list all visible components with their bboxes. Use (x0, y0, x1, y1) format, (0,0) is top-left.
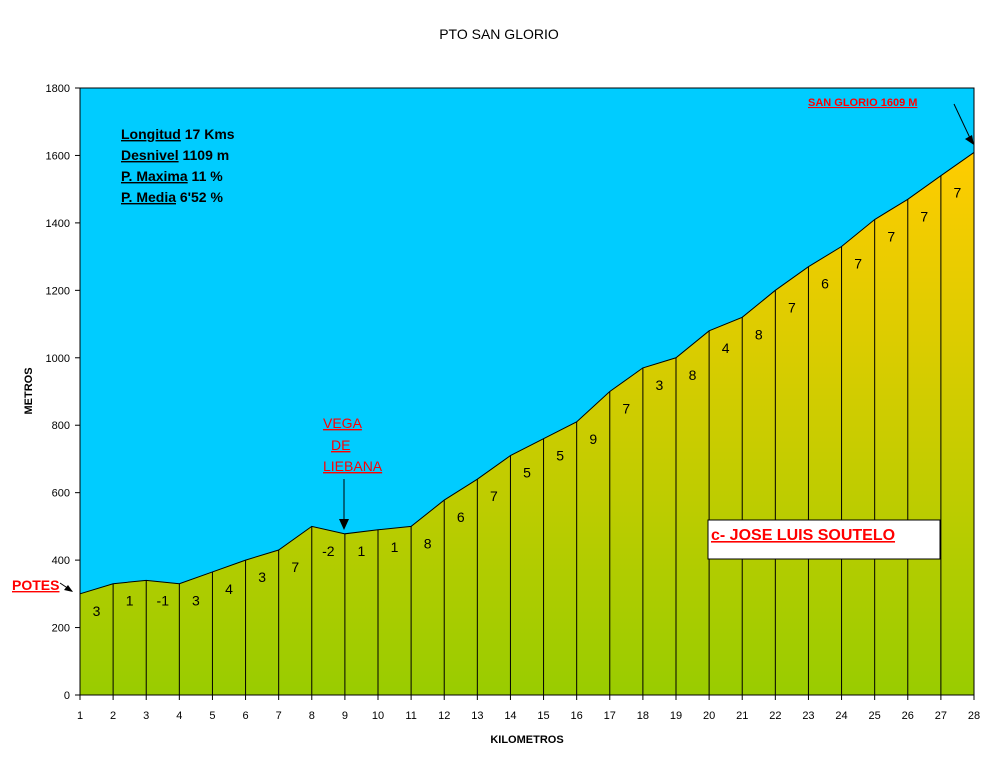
x-tick-label: 2 (110, 710, 116, 722)
segment-grade-label: 4 (225, 581, 233, 597)
segment-grade-label: 7 (954, 185, 962, 201)
y-tick-label: 0 (64, 690, 70, 702)
stat-value: 11 % (188, 168, 224, 184)
segment-grade-label: 8 (755, 326, 763, 342)
mid-arrow-head (339, 519, 349, 530)
y-tick-label: 1200 (46, 285, 70, 297)
segment-grade-label: 7 (291, 559, 299, 575)
x-tick-label: 15 (537, 710, 549, 722)
stat-row: Longitud 17 Kms (121, 126, 235, 142)
stat-label: P. Maxima (121, 168, 188, 184)
segment-grade-label: 7 (920, 208, 928, 224)
segment-grade-label: 1 (358, 543, 366, 559)
x-tick-label: 11 (405, 710, 416, 722)
x-tick-label: 13 (471, 710, 483, 722)
stat-row: P. Media 6'52 % (121, 189, 223, 205)
segment-grade-label: 5 (556, 448, 564, 464)
x-tick-label: 23 (802, 710, 814, 722)
summit-arrow-head (965, 135, 974, 145)
y-tick-label: 1000 (46, 353, 70, 365)
y-tick-label: 1800 (46, 83, 70, 95)
credit-text: c- JOSE LUIS SOUTELO (711, 527, 895, 544)
x-tick-label: 17 (604, 710, 616, 722)
x-tick-label: 7 (276, 710, 282, 722)
x-tick-label: 9 (342, 710, 348, 722)
x-tick-label: 21 (736, 710, 748, 722)
segment-grade-label: 7 (854, 255, 862, 271)
profile-line (79, 152, 975, 595)
x-tick-label: 4 (176, 710, 182, 722)
y-tick-label: 1600 (46, 150, 70, 162)
y-tick-label: 1400 (46, 218, 70, 230)
y-tick-label: 400 (52, 555, 70, 567)
y-tick-label: 800 (52, 420, 70, 432)
y-tick-label: 600 (52, 488, 70, 500)
x-tick-label: 8 (309, 710, 315, 722)
segment-grade-label: 7 (622, 401, 630, 417)
stat-value: 1109 m (179, 147, 230, 163)
stat-label: Longitud (121, 126, 181, 142)
segment-grade-label: 3 (656, 377, 664, 393)
stat-value: 6'52 % (176, 189, 223, 205)
x-tick-label: 10 (372, 710, 384, 722)
segment-grade-label: 1 (391, 539, 399, 555)
x-tick-label: 20 (703, 710, 715, 722)
stat-row: Desnivel 1109 m (121, 147, 229, 163)
x-tick-label: 27 (935, 710, 947, 722)
mid-label-line-2: DE (331, 437, 350, 453)
x-tick-label: 12 (438, 710, 450, 722)
x-tick-label: 18 (637, 710, 649, 722)
start-label: POTES (12, 577, 59, 593)
start-annotation: POTES (12, 577, 73, 593)
y-axis-label: METROS (23, 367, 35, 414)
stat-value: 17 Kms (181, 126, 235, 142)
summit-label: SAN GLORIO 1609 M (808, 97, 917, 109)
x-tick-label: 14 (504, 710, 516, 722)
x-tick-label: 6 (242, 710, 248, 722)
segment-grade-label: 7 (490, 488, 498, 504)
segment-grade-label: 8 (424, 535, 432, 551)
mid-label-line-1: VEGA (323, 415, 363, 431)
segment-grade-label: 4 (722, 340, 730, 356)
segment-grade-label: 1 (126, 593, 134, 609)
x-tick-label: 26 (902, 710, 914, 722)
x-tick-label: 19 (670, 710, 682, 722)
mid-annotation: VEGA DE LIEBANA (323, 415, 383, 530)
x-tick-label: 22 (769, 710, 781, 722)
mid-label-line-3: LIEBANA (323, 458, 383, 474)
segment-grade-label: 3 (93, 603, 101, 619)
stat-label: P. Media (121, 189, 176, 205)
segment-grade-label: 7 (887, 229, 895, 245)
segment-grade-label: 8 (689, 367, 697, 383)
chart-title: PTO SAN GLORIO (439, 26, 559, 42)
segment-grade-label: 6 (457, 509, 465, 525)
start-arrow-head (64, 585, 73, 592)
x-tick-label: 28 (968, 710, 980, 722)
segment-grade-label: 3 (192, 593, 200, 609)
x-axis-label: KILOMETROS (490, 734, 563, 746)
segment-grade-label: 9 (589, 431, 597, 447)
x-tick-label: 1 (77, 710, 83, 722)
x-tick-label: 24 (835, 710, 847, 722)
credit-box-frame (707, 519, 941, 560)
stat-row: P. Maxima 11 % (121, 168, 223, 184)
summit-annotation: SAN GLORIO 1609 M (808, 97, 974, 145)
segment-grade-label: 7 (788, 299, 796, 315)
x-tick-label: 25 (869, 710, 881, 722)
y-tick-label: 200 (52, 623, 70, 635)
x-tick-label: 5 (209, 710, 215, 722)
credit-box: c- JOSE LUIS SOUTELO (707, 519, 941, 560)
segment-grade-label: 6 (821, 276, 829, 292)
x-tick-label: 16 (571, 710, 583, 722)
stat-label: Desnivel (121, 147, 179, 163)
summit-arrow (953, 103, 971, 139)
segment-grade-label: 5 (523, 465, 531, 481)
segment-grade-label: -2 (322, 543, 335, 559)
x-tick-label: 3 (143, 710, 149, 722)
segment-grade-label: 3 (258, 569, 266, 585)
segment-grade-label: -1 (157, 593, 170, 609)
